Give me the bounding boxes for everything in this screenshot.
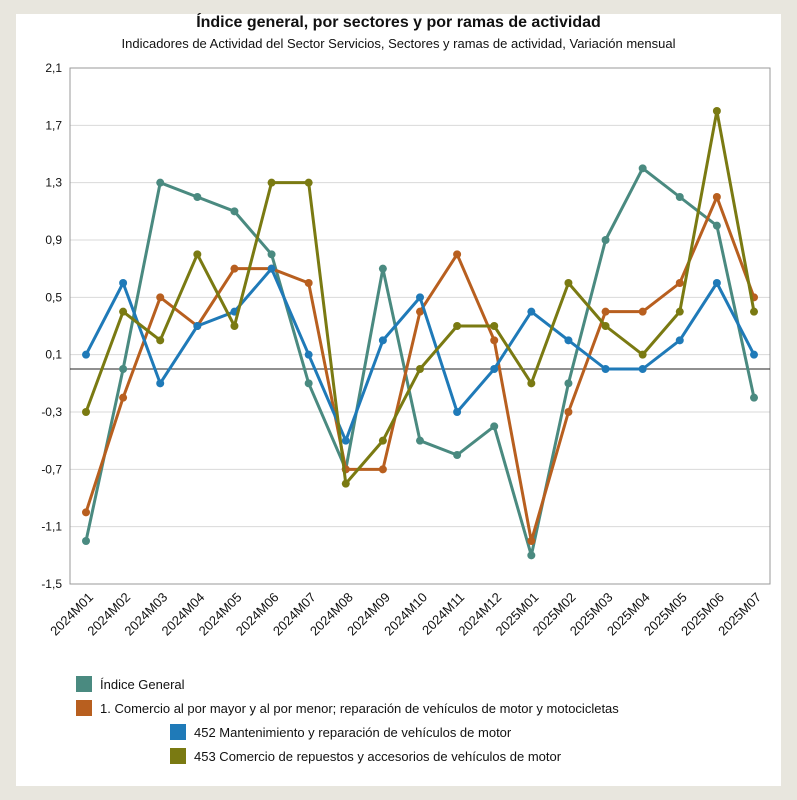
- y-tick-label: 0,5: [45, 290, 62, 304]
- data-point: [378, 465, 387, 474]
- data-point: [453, 451, 462, 459]
- data-point: [750, 307, 758, 316]
- data-point: [601, 322, 610, 330]
- data-point: [564, 279, 573, 287]
- y-tick-label: 0,1: [45, 348, 62, 362]
- data-point: [304, 279, 313, 287]
- y-tick-label: 1,3: [45, 176, 62, 190]
- data-point: [712, 193, 721, 201]
- data-point: [490, 322, 499, 330]
- data-point: [675, 279, 684, 287]
- data-point: [193, 250, 202, 259]
- data-point: [156, 336, 165, 345]
- data-point: [267, 250, 276, 259]
- data-point: [638, 350, 647, 359]
- y-tick-label: -1,1: [41, 520, 62, 534]
- data-point: [230, 264, 239, 273]
- data-point: [378, 264, 387, 273]
- data-point: [304, 379, 313, 388]
- data-point: [750, 350, 758, 359]
- data-point: [712, 107, 721, 115]
- data-point: [490, 422, 499, 431]
- data-point: [82, 408, 90, 416]
- plot-frame: [69, 67, 771, 585]
- chart-subtitle: Indicadores de Actividad del Sector Serv…: [121, 36, 676, 51]
- data-point: [712, 221, 721, 230]
- data-point: [341, 436, 350, 445]
- data-point: [638, 164, 647, 173]
- data-point: [601, 307, 610, 316]
- data-point: [156, 178, 165, 187]
- data-point: [675, 193, 684, 201]
- data-point: [527, 551, 536, 560]
- data-point: [453, 408, 462, 416]
- data-point: [601, 236, 610, 244]
- y-tick-label: 0,9: [45, 233, 62, 247]
- data-point: [119, 365, 128, 373]
- data-point: [119, 393, 128, 402]
- data-point: [193, 193, 202, 201]
- data-point: [564, 379, 573, 388]
- data-point: [638, 365, 647, 373]
- data-point: [119, 279, 128, 287]
- data-point: [675, 336, 684, 345]
- data-point: [416, 436, 424, 445]
- data-point: [230, 207, 239, 216]
- data-point: [490, 336, 499, 345]
- data-point: [341, 479, 350, 488]
- data-point: [416, 365, 424, 373]
- data-point: [378, 436, 387, 445]
- data-point: [416, 293, 424, 302]
- data-point: [267, 178, 276, 187]
- data-point: [416, 307, 424, 316]
- data-point: [119, 307, 128, 316]
- data-point: [453, 322, 462, 330]
- data-point: [82, 508, 90, 517]
- data-point: [453, 250, 462, 259]
- data-point: [564, 336, 573, 345]
- data-point: [750, 393, 758, 402]
- data-point: [230, 322, 239, 330]
- data-point: [638, 307, 647, 316]
- y-tick-label: -1,5: [41, 577, 62, 591]
- data-point: [564, 408, 573, 416]
- data-point: [304, 350, 313, 359]
- data-point: [527, 537, 536, 545]
- y-tick-label: 1,7: [45, 118, 62, 132]
- data-point: [304, 178, 313, 187]
- data-point: [156, 293, 165, 302]
- data-point: [527, 307, 536, 316]
- data-point: [82, 350, 90, 359]
- data-point: [712, 279, 721, 287]
- data-point: [601, 365, 610, 373]
- y-tick-label: 2,1: [45, 61, 62, 75]
- data-point: [527, 379, 536, 388]
- data-point: [156, 379, 165, 388]
- data-point: [675, 307, 684, 316]
- y-tick-label: -0,7: [41, 462, 62, 476]
- data-point: [267, 264, 276, 273]
- data-point: [490, 365, 499, 373]
- data-point: [378, 336, 387, 345]
- y-tick-label: -0,3: [41, 405, 62, 419]
- chart-title: Índice general, por sectores y por ramas…: [196, 14, 601, 31]
- data-point: [193, 322, 202, 330]
- data-point: [82, 537, 90, 545]
